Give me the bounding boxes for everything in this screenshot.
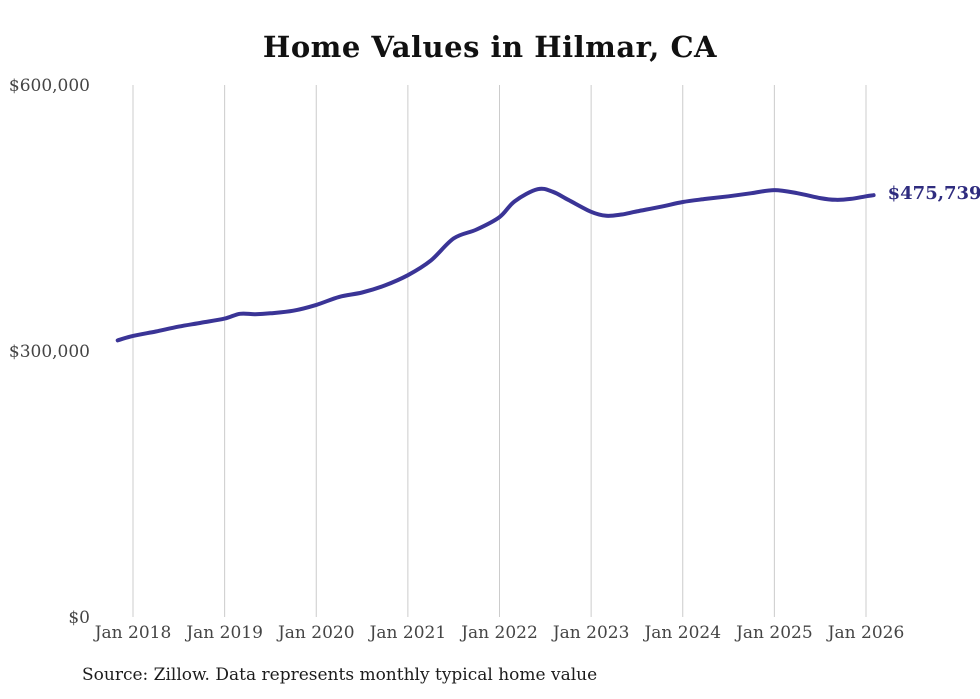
home-value-line: [115, 186, 876, 343]
x-tick-label: Jan 2021: [369, 623, 447, 643]
y-tick-label: $0: [68, 608, 90, 628]
latest-value-label: $475,739: [887, 183, 980, 205]
x-tick-label: Jan 2018: [94, 623, 172, 643]
x-tick-label: Jan 2026: [827, 623, 905, 643]
x-tick-label: Jan 2019: [186, 623, 263, 643]
chart-title: Home Values in Hilmar, CA: [262, 30, 718, 64]
x-tick-label: Jan 2024: [644, 623, 722, 643]
x-tick-label: Jan 2022: [461, 623, 538, 643]
y-tick-label: $300,000: [8, 342, 90, 362]
x-tick-label: Jan 2023: [552, 623, 630, 643]
x-tick-label: Jan 2025: [736, 623, 813, 643]
source-note: Source: Zillow. Data represents monthly …: [82, 665, 598, 685]
y-tick-label: $600,000: [8, 76, 90, 96]
x-tick-label: Jan 2020: [277, 623, 355, 643]
